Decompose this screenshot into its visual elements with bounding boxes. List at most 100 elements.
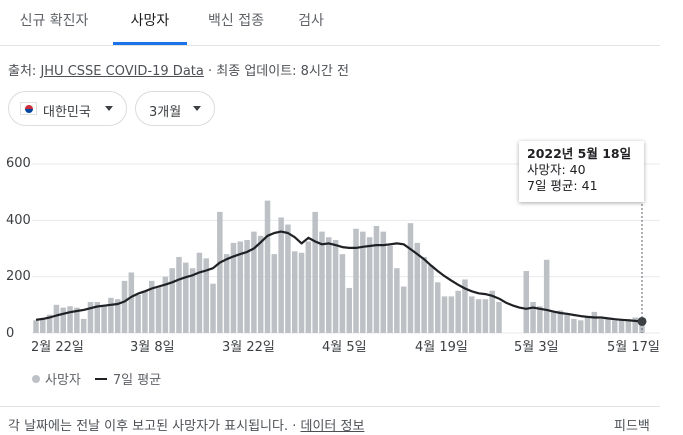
death-bar[interactable]	[332, 240, 339, 333]
tab-deaths[interactable]: 사망자	[130, 13, 170, 29]
death-bar[interactable]	[285, 224, 291, 333]
death-bar[interactable]	[67, 306, 73, 333]
region-dropdown[interactable]: 대한민국	[8, 91, 127, 126]
death-bar[interactable]	[496, 302, 502, 333]
death-bar[interactable]	[46, 314, 53, 333]
death-bar[interactable]	[217, 211, 223, 333]
death-bar[interactable]	[80, 318, 87, 333]
death-bar[interactable]	[257, 235, 264, 333]
death-bar[interactable]	[128, 272, 135, 333]
death-bar[interactable]	[155, 286, 162, 333]
death-bar[interactable]	[571, 318, 577, 333]
death-bar[interactable]	[394, 268, 400, 333]
death-bar[interactable]	[210, 283, 216, 333]
death-bar[interactable]	[74, 307, 80, 333]
death-bar[interactable]	[230, 242, 237, 333]
death-bar[interactable]	[625, 318, 632, 333]
death-bar[interactable]	[319, 231, 325, 333]
death-bar[interactable]	[305, 241, 312, 333]
tooltip-deaths: 사망자: 40	[527, 162, 586, 177]
death-bar[interactable]	[462, 279, 468, 333]
death-bar[interactable]	[114, 299, 121, 333]
tab-vaccination[interactable]: 백신 접종	[208, 13, 264, 29]
death-bar[interactable]	[148, 280, 155, 333]
death-bar[interactable]	[475, 299, 482, 333]
death-bar[interactable]	[244, 240, 250, 333]
death-bar[interactable]	[346, 287, 352, 333]
death-bar[interactable]	[40, 318, 46, 333]
death-bar[interactable]	[223, 254, 230, 333]
death-bar[interactable]	[142, 290, 148, 333]
death-bar[interactable]	[60, 307, 66, 333]
death-bar[interactable]	[434, 282, 441, 333]
death-bar[interactable]	[135, 294, 141, 333]
feedback-link[interactable]: 피드백	[614, 419, 650, 434]
death-bar[interactable]	[53, 304, 60, 333]
death-bar[interactable]	[353, 228, 359, 333]
death-bar[interactable]	[530, 302, 536, 333]
death-bar[interactable]	[366, 237, 373, 333]
source-link[interactable]: JHU CSSE COVID-19 Data	[40, 64, 204, 79]
death-bar[interactable]	[169, 268, 175, 333]
death-bar[interactable]	[298, 252, 305, 333]
death-bar[interactable]	[557, 310, 564, 333]
death-bar[interactable]	[326, 237, 332, 333]
death-bar[interactable]	[584, 317, 591, 333]
death-bar[interactable]	[448, 296, 455, 333]
death-bar[interactable]	[380, 231, 387, 333]
death-bar[interactable]	[414, 242, 421, 333]
death-bar[interactable]	[237, 241, 244, 333]
death-bar[interactable]	[632, 317, 638, 333]
death-bar[interactable]	[339, 254, 346, 333]
death-bar[interactable]	[564, 313, 570, 333]
death-bar[interactable]	[176, 256, 182, 333]
source-line: 출처: JHU CSSE COVID-19 Data · 최종 업데이트: 8시…	[8, 60, 349, 79]
death-bar[interactable]	[94, 302, 101, 333]
death-bar[interactable]	[618, 320, 625, 333]
death-bar[interactable]	[598, 318, 604, 333]
death-bar[interactable]	[455, 290, 461, 333]
death-bar[interactable]	[121, 280, 128, 333]
death-bar[interactable]	[469, 296, 475, 333]
death-bar[interactable]	[421, 256, 427, 333]
death-bar[interactable]	[591, 311, 598, 333]
death-bar[interactable]	[203, 258, 209, 333]
death-bar[interactable]	[612, 320, 618, 333]
death-bar[interactable]	[489, 290, 495, 333]
death-bar[interactable]	[537, 306, 543, 333]
death-bar[interactable]	[291, 251, 298, 333]
tab-new-cases[interactable]: 신규 확진자	[19, 13, 89, 29]
death-bar[interactable]	[373, 225, 380, 333]
death-bar[interactable]	[482, 299, 489, 333]
death-bar[interactable]	[407, 223, 414, 333]
tab-testing[interactable]: 검사	[298, 13, 324, 29]
data-info-link[interactable]: 데이터 정보	[300, 419, 365, 434]
death-bar[interactable]	[605, 318, 611, 333]
death-bar[interactable]	[251, 231, 257, 333]
death-bar[interactable]	[400, 286, 407, 333]
death-bar[interactable]	[441, 296, 448, 333]
death-bar[interactable]	[33, 320, 39, 333]
death-bar[interactable]	[550, 311, 557, 333]
death-bar[interactable]	[101, 304, 107, 333]
death-bar[interactable]	[87, 302, 94, 333]
death-bar[interactable]	[577, 320, 584, 333]
x-tick-label: 5월 3일	[514, 340, 559, 355]
period-dropdown[interactable]: 3개월	[135, 91, 215, 126]
death-bar[interactable]	[183, 262, 189, 333]
death-bar[interactable]	[387, 245, 393, 333]
death-bar[interactable]	[271, 254, 278, 333]
death-bar[interactable]	[639, 321, 645, 333]
death-bar[interactable]	[196, 252, 203, 333]
death-bar[interactable]	[264, 200, 271, 333]
death-bar[interactable]	[189, 268, 196, 333]
death-bar[interactable]	[523, 271, 530, 333]
death-bar[interactable]	[360, 231, 366, 333]
death-bar[interactable]	[312, 211, 318, 333]
death-bar[interactable]	[162, 276, 169, 333]
death-bar[interactable]	[278, 217, 284, 333]
death-bar[interactable]	[543, 259, 550, 333]
death-bar[interactable]	[108, 297, 114, 333]
death-bar[interactable]	[428, 265, 434, 333]
